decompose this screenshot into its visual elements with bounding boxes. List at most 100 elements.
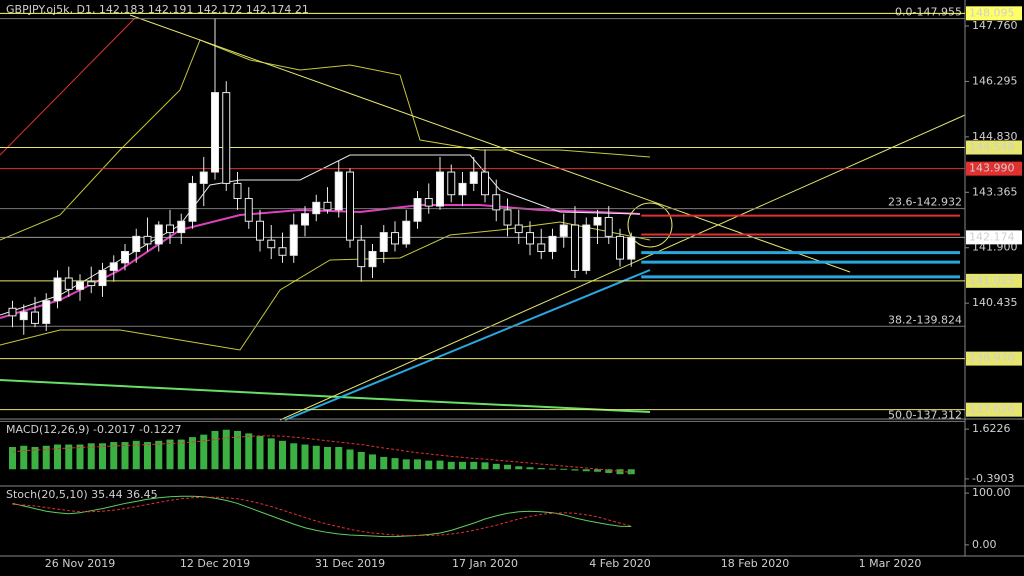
macd-bar <box>290 443 298 470</box>
macd-bar <box>110 442 118 470</box>
x-tick-label: 12 Dec 2019 <box>180 557 250 570</box>
candle-body <box>64 277 73 290</box>
candle-body <box>109 262 118 271</box>
price-label: 142.174 <box>969 230 1015 243</box>
macd-bar <box>481 462 489 470</box>
fib-label: 50.0-137.312 <box>888 408 962 421</box>
trendline <box>129 14 851 273</box>
candle-body <box>368 251 377 268</box>
price-label: 137.620 <box>969 403 1015 416</box>
macd-bar <box>245 433 253 470</box>
price-label-box <box>966 273 1022 288</box>
candle-body <box>447 171 456 196</box>
candle-body <box>267 239 276 249</box>
macd-bar <box>459 461 466 470</box>
x-tick-label: 26 Nov 2019 <box>45 557 115 570</box>
macd-bar <box>20 445 28 470</box>
macd-bar <box>166 439 174 470</box>
candle-body <box>413 198 422 222</box>
candle-body <box>132 235 141 253</box>
macd-bar <box>87 443 95 470</box>
candle-body <box>76 281 84 290</box>
x-tick-label: 4 Feb 2020 <box>589 557 650 570</box>
candle-body <box>42 300 51 324</box>
price-label: 144.548 <box>969 141 1015 154</box>
macd-bar <box>234 430 241 470</box>
macd-bar <box>425 460 433 470</box>
y-tick-label: 1.6226 <box>972 422 1011 435</box>
y-tick-label: 144.830 <box>972 130 1018 143</box>
candle-body <box>233 182 242 200</box>
macd-bar <box>155 440 163 470</box>
macd-bar <box>144 442 151 470</box>
macd-bar <box>121 442 129 470</box>
candle-body <box>402 220 411 245</box>
macd-bar <box>571 469 579 471</box>
macd-bar <box>31 447 39 470</box>
candle-body <box>244 198 253 222</box>
price-label-box <box>966 402 1022 417</box>
macd-bar <box>515 466 523 470</box>
macd-bar <box>537 468 545 470</box>
candle-body <box>8 307 17 317</box>
candle-body <box>391 232 399 245</box>
trendline <box>0 17 136 156</box>
macd-bar <box>279 440 286 470</box>
macd-bar <box>414 459 421 470</box>
macd-bar <box>177 439 185 470</box>
candle-body <box>53 277 62 302</box>
candle-body <box>289 224 298 256</box>
macd-bar <box>470 461 478 470</box>
macd-bar <box>380 456 388 470</box>
y-tick-label: 100.00 <box>972 486 1011 499</box>
trendline <box>279 114 966 421</box>
candle-body <box>458 182 467 196</box>
trendline <box>284 269 651 421</box>
candle-body <box>323 201 332 211</box>
candle-body <box>121 251 129 264</box>
macd-bar <box>312 445 320 470</box>
candle-body <box>222 92 231 184</box>
fib-label: 38.2-139.824 <box>888 313 962 326</box>
candle-body <box>436 171 444 207</box>
macd-bar <box>256 435 264 470</box>
candle-body <box>87 281 96 287</box>
candle-body <box>582 224 591 271</box>
macd-bar <box>267 438 275 470</box>
macd-bar <box>132 440 140 470</box>
macd-bar <box>594 469 601 472</box>
macd-bar <box>76 444 84 470</box>
chart-title: GBPJPY.oj5k, D1, 142.183 142.191 142.172… <box>6 3 309 16</box>
candle-body <box>278 247 287 256</box>
macd-bar <box>402 459 410 470</box>
y-tick-label: 0.00 <box>972 538 997 551</box>
macd-bar <box>211 430 219 470</box>
candle-body <box>627 237 636 260</box>
y-tick-label: -0.3903 <box>972 472 1014 485</box>
macd-bar <box>436 460 444 470</box>
macd-bar <box>65 444 73 470</box>
macd-bar <box>9 447 16 470</box>
y-tick-label: 143.365 <box>972 185 1018 198</box>
macd-title: MACD(12,26,9) -0.2017 -0.1227 <box>6 423 181 436</box>
candle-body <box>312 201 321 215</box>
macd-bar <box>189 437 196 470</box>
candle-body <box>537 243 546 253</box>
fib-label: 23.6-142.932 <box>888 196 962 209</box>
macd-bar <box>42 445 50 470</box>
candle-body <box>548 235 557 253</box>
candle-body <box>346 171 354 241</box>
moving-average <box>0 204 641 319</box>
candle-body <box>334 171 343 211</box>
macd-bar <box>369 454 376 470</box>
macd-bar <box>99 443 106 470</box>
macd-bar <box>504 464 511 470</box>
y-tick-label: 146.295 <box>972 74 1018 87</box>
macd-bar <box>346 449 354 470</box>
macd-bar <box>492 463 500 470</box>
price-label: 148.095 <box>969 6 1015 19</box>
candle-body <box>199 171 208 184</box>
candle-body <box>593 216 602 226</box>
price-label-box <box>966 140 1022 155</box>
